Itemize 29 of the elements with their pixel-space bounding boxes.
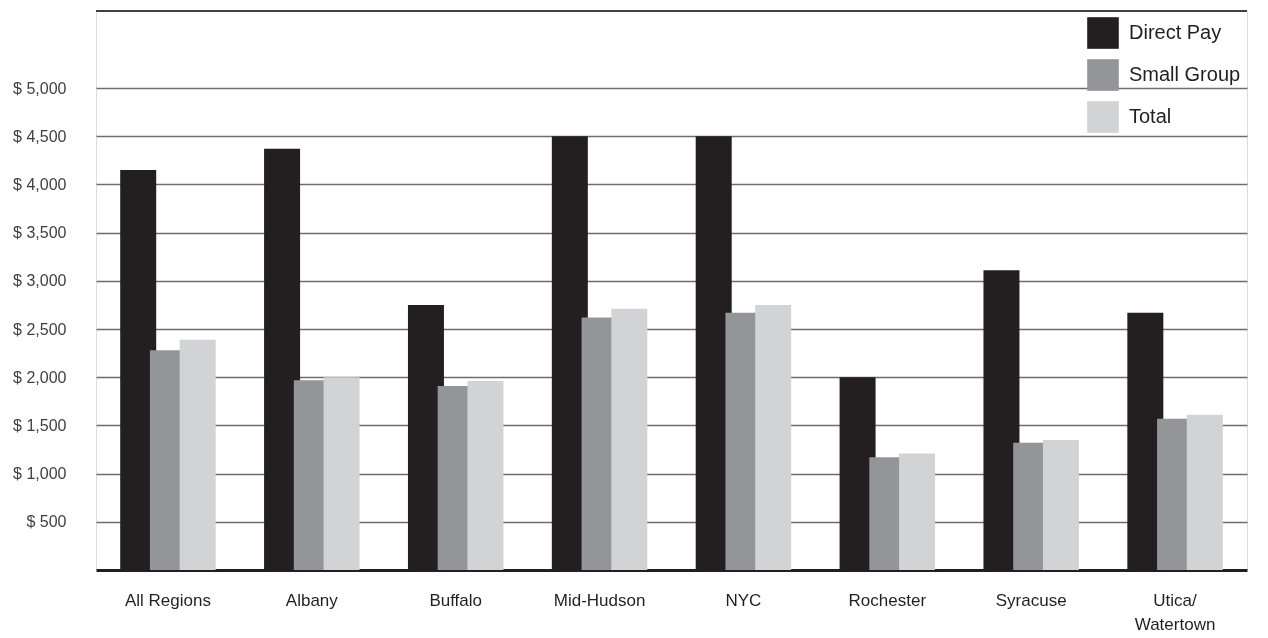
y-tick-label: $ 2,000	[13, 368, 67, 386]
x-tick-label: NYC	[725, 590, 762, 610]
x-tick-label: All Regions	[124, 590, 211, 610]
y-tick-label: $ 4,000	[13, 175, 67, 193]
x-tick-label: Rochester	[848, 590, 927, 610]
y-tick-label: $ 2,500	[13, 320, 67, 338]
y-tick-label: $ 500	[26, 513, 67, 531]
bar	[1042, 439, 1079, 570]
y-tick-label: $ 3,000	[13, 272, 67, 290]
bar	[611, 308, 648, 570]
bar	[899, 453, 936, 570]
legend-label: Direct Pay	[1129, 21, 1222, 43]
bar	[323, 377, 360, 570]
y-tick-label: $ 1,500	[13, 416, 67, 434]
legend-label: Small Group	[1129, 63, 1241, 85]
y-tick-label: $ 1,000	[13, 465, 67, 483]
x-tick-label: Albany	[285, 590, 339, 610]
x-tick-label: Buffalo	[429, 590, 482, 610]
x-tick-label: Syracuse	[995, 590, 1067, 610]
legend-label: Total	[1129, 105, 1172, 127]
x-tick-label: Utica/ Watertown	[1134, 590, 1216, 634]
y-tick-label: $ 5,000	[13, 79, 67, 97]
bar	[755, 304, 792, 570]
bar	[179, 339, 216, 570]
y-tick-label: $ 3,500	[13, 224, 67, 242]
bar	[1186, 414, 1223, 570]
y-tick-label: $ 4,500	[13, 127, 67, 145]
bar	[467, 381, 504, 570]
x-tick-label: Mid-Hudson	[553, 590, 646, 610]
